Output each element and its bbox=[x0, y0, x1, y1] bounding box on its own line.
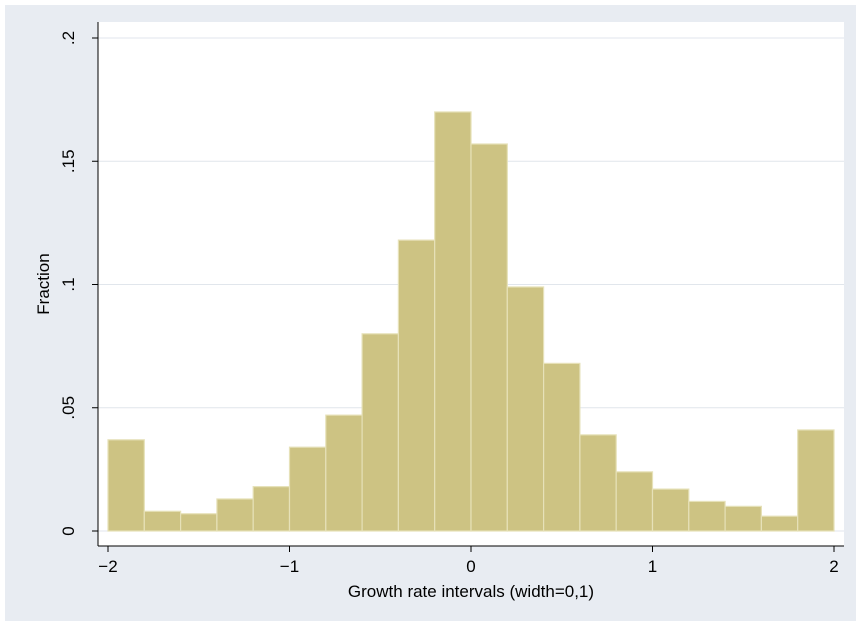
x-tick-label: 0 bbox=[466, 557, 475, 576]
y-tick-label: .1 bbox=[59, 277, 78, 291]
y-tick-label: .15 bbox=[59, 149, 78, 173]
histogram-bar bbox=[651, 488, 690, 532]
histogram-bar bbox=[615, 471, 654, 532]
histogram-bar bbox=[760, 515, 799, 532]
histogram-bar bbox=[216, 498, 254, 532]
histogram-bar bbox=[180, 513, 218, 532]
histogram-bar bbox=[143, 510, 182, 532]
histogram-bar bbox=[797, 429, 835, 532]
histogram-bar bbox=[542, 362, 581, 532]
histogram-bars bbox=[107, 111, 835, 532]
histogram-bar bbox=[107, 439, 145, 532]
histogram-bar bbox=[724, 505, 762, 532]
histogram-bar bbox=[470, 143, 508, 532]
x-tick-label: 1 bbox=[648, 557, 657, 576]
histogram-bar bbox=[688, 500, 726, 532]
histogram-bar bbox=[361, 333, 400, 532]
tick-marks-and-labels: 0 .05 .1 .15 .2 −2 −1 0 1 2 bbox=[59, 31, 839, 576]
histogram-bar bbox=[288, 446, 327, 532]
y-tick-label: .05 bbox=[59, 396, 78, 420]
histogram-bar bbox=[506, 286, 545, 532]
y-tick-label: .2 bbox=[59, 31, 78, 45]
histogram-bar bbox=[434, 111, 472, 532]
x-tick-label: 2 bbox=[829, 557, 838, 576]
histogram-bar bbox=[252, 486, 291, 532]
x-axis-title: Growth rate intervals (width=0,1) bbox=[348, 582, 594, 601]
histogram-bar bbox=[579, 434, 617, 532]
x-tick-label: −2 bbox=[98, 557, 117, 576]
y-tick-label: 0 bbox=[59, 526, 78, 535]
histogram-bar bbox=[325, 414, 363, 532]
histogram-bar bbox=[397, 239, 436, 532]
x-tick-label: −1 bbox=[280, 557, 299, 576]
y-axis-title: Fraction bbox=[34, 253, 53, 314]
